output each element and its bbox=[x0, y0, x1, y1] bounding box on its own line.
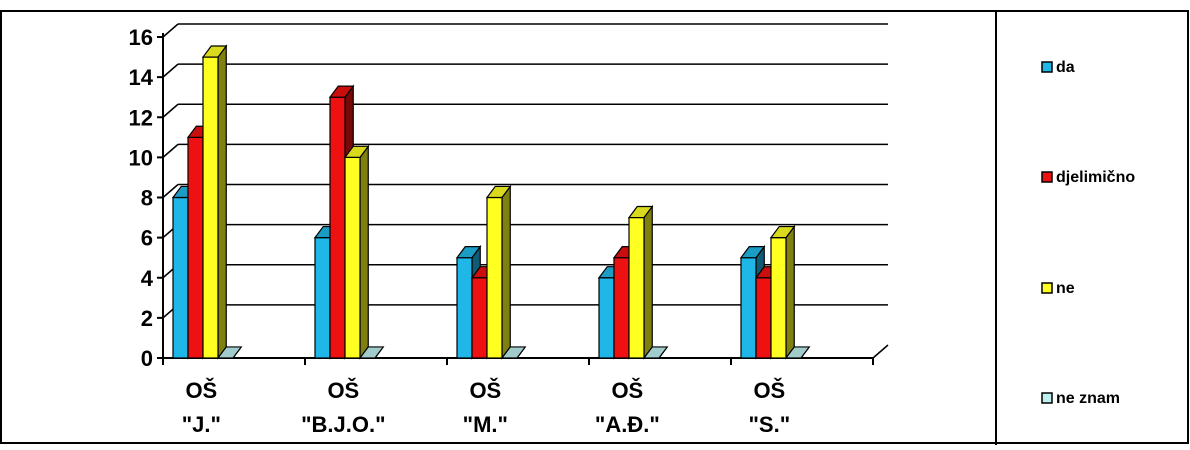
x-tick-label: "J." bbox=[182, 412, 221, 437]
y-tick-label: 12 bbox=[129, 105, 153, 130]
y-tick-label: 16 bbox=[129, 25, 153, 50]
y-tick-label: 2 bbox=[141, 306, 153, 331]
legend: da djelimično ne ne znam bbox=[1041, 59, 1135, 407]
bar-ne-znam-0 bbox=[216, 346, 243, 359]
legend-item-ne-znam: ne znam bbox=[1041, 390, 1120, 407]
bar-ne-znam-2 bbox=[500, 346, 527, 359]
bar-ne-1 bbox=[343, 144, 370, 360]
legend-item-djelimično: djelimično bbox=[1041, 169, 1135, 186]
x-tick-label: OŠ bbox=[753, 378, 785, 403]
y-tick-label: 6 bbox=[141, 226, 153, 251]
y-tick-label: 0 bbox=[141, 346, 153, 371]
x-tick-label: OŠ bbox=[185, 378, 217, 403]
legend-swatch bbox=[1041, 282, 1053, 294]
floor-right-edge bbox=[872, 344, 889, 359]
bar-ne-3 bbox=[627, 204, 654, 360]
legend-label: ne bbox=[1056, 280, 1075, 297]
legend-item-da: da bbox=[1041, 59, 1075, 76]
x-tick-label: "B.J.O." bbox=[301, 412, 385, 437]
bar-ne-2 bbox=[485, 184, 512, 360]
y-tick-label: 10 bbox=[129, 145, 153, 170]
legend-item-ne: ne bbox=[1041, 280, 1075, 297]
legend-label: da bbox=[1056, 59, 1075, 76]
legend-label: ne znam bbox=[1056, 390, 1120, 407]
x-tick-label: "S." bbox=[749, 412, 791, 437]
legend-swatch bbox=[1041, 61, 1053, 73]
axis-labels: 0 2 4 6 8 10 12 14 16 OŠ "J." OŠ "B.J.O." OŠ "M." OŠ "A.… bbox=[129, 25, 791, 437]
legend-label: djelimično bbox=[1056, 169, 1135, 186]
x-tick-label: OŠ bbox=[469, 378, 501, 403]
y-tick-label: 14 bbox=[129, 65, 154, 90]
bar-ne-0 bbox=[201, 44, 228, 360]
gridline-side bbox=[162, 103, 179, 118]
bar-ne-znam-3 bbox=[642, 346, 669, 359]
gridline-side bbox=[162, 63, 179, 78]
legend-swatch bbox=[1041, 392, 1053, 404]
y-tick-label: 4 bbox=[141, 266, 154, 291]
bar-ne-4 bbox=[769, 224, 796, 360]
x-tick-label: OŠ bbox=[327, 378, 359, 403]
bar-ne-znam-4 bbox=[784, 346, 811, 359]
gridline-side bbox=[162, 23, 179, 38]
gridline-side bbox=[162, 183, 179, 199]
x-tick-label: "M." bbox=[463, 412, 508, 437]
y-tick-label: 8 bbox=[141, 186, 153, 211]
bars bbox=[171, 44, 811, 360]
legend-swatch bbox=[1041, 171, 1053, 183]
bar-ne-znam-1 bbox=[358, 346, 385, 359]
grid bbox=[162, 23, 888, 319]
x-tick-label: OŠ bbox=[611, 378, 643, 403]
x-tick-label: "A.Đ." bbox=[595, 412, 660, 437]
gridline-side bbox=[162, 143, 179, 158]
